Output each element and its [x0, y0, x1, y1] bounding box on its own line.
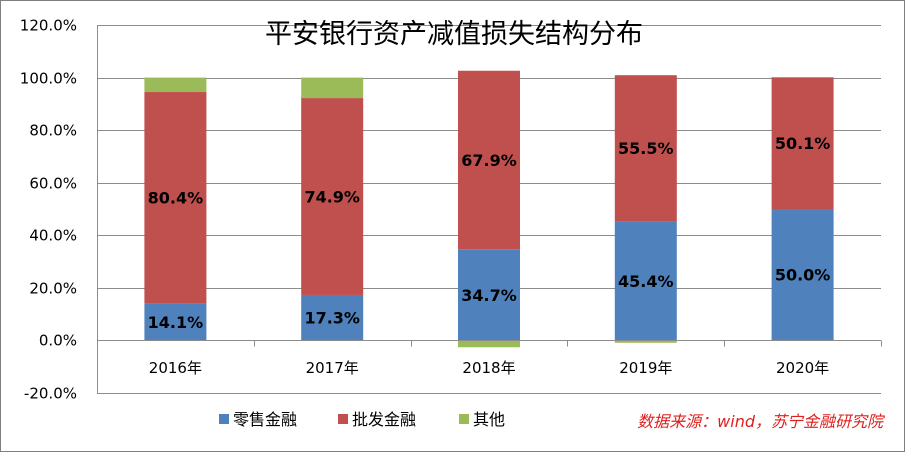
data-label: 34.7%	[461, 286, 517, 305]
legend: 零售金融 批发金融 其他	[219, 410, 505, 429]
legend-label: 批发金融	[352, 410, 416, 429]
x-tick-label: 2017年	[306, 359, 359, 377]
data-label: 80.4%	[148, 189, 204, 208]
x-tick-label: 2018年	[462, 359, 515, 377]
x-tick-label: 2019年	[619, 359, 672, 377]
legend-swatch	[459, 414, 469, 424]
data-label: 45.4%	[618, 272, 674, 291]
y-tick-label: 0.0%	[39, 332, 77, 350]
legend-label: 零售金融	[233, 410, 297, 429]
y-tick-label: 120.0%	[20, 17, 77, 35]
data-label: 55.5%	[618, 139, 674, 158]
data-label: 74.9%	[304, 188, 360, 207]
y-tick-label: 40.0%	[29, 227, 77, 245]
y-tick-label: 20.0%	[29, 280, 77, 298]
y-tick-label: 80.0%	[29, 122, 77, 140]
x-tick-label: 2016年	[149, 359, 202, 377]
y-axis: 120.0% 100.0% 80.0% 60.0% 40.0% 20.0% 0.0% -20.…	[20, 17, 98, 403]
legend-swatch	[338, 414, 348, 424]
chart-title: 平安银行资产减值损失结构分布	[265, 19, 643, 50]
data-label: 67.9%	[461, 151, 517, 170]
bars	[144, 71, 833, 348]
y-tick-label: 100.0%	[20, 70, 77, 88]
data-label: 17.3%	[304, 309, 360, 328]
data-label: 50.1%	[775, 134, 831, 153]
bar-segment	[458, 340, 520, 347]
legend-swatch	[219, 414, 229, 424]
x-tick-labels: 2016年 2017年 2018年 2019年 2020年	[149, 359, 829, 377]
y-tick-label: 60.0%	[29, 175, 77, 193]
y-tick-label: -20.0%	[24, 385, 77, 403]
bar-segment	[301, 78, 363, 99]
source-note: 数据来源：wind，苏宁金融研究院	[637, 412, 886, 431]
data-label: 14.1%	[148, 313, 204, 332]
legend-label: 其他	[473, 410, 505, 429]
bar-segment	[144, 78, 206, 92]
data-label: 50.0%	[775, 266, 831, 285]
x-tick-label: 2020年	[776, 359, 829, 377]
